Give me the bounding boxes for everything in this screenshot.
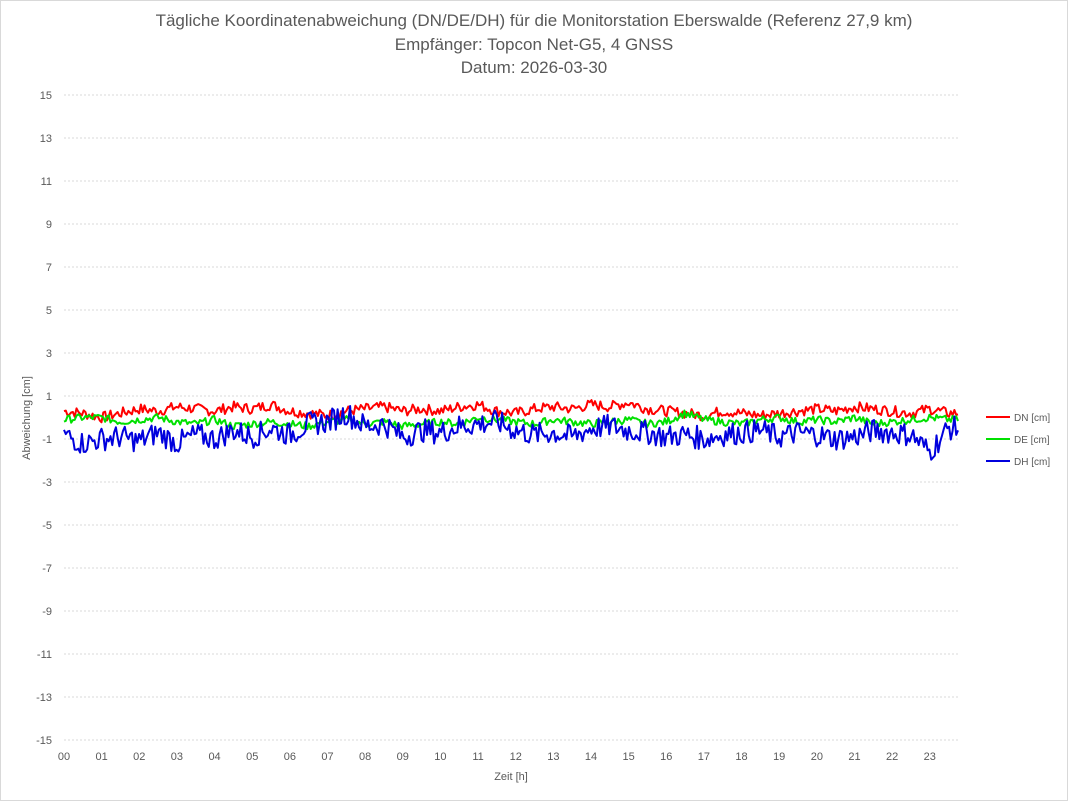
y-tick-label: 11 bbox=[41, 176, 52, 188]
y-tick-label: 15 bbox=[40, 90, 52, 102]
legend-label: DN [cm] bbox=[1014, 413, 1050, 424]
x-tick-label: 13 bbox=[547, 751, 559, 763]
x-tick-label: 18 bbox=[735, 751, 747, 763]
chart-subtitle-date: Datum: 2026-03-30 bbox=[460, 58, 608, 77]
x-tick-label: 16 bbox=[660, 751, 672, 763]
y-axis-ticks: 15 13 11 9 7 5 3 1 -1 -3 -5 -7 -9 -11 -13 -15 bbox=[36, 90, 52, 747]
y-tick-label: -15 bbox=[36, 735, 52, 747]
x-tick-label: 15 bbox=[623, 751, 635, 763]
x-tick-label: 06 bbox=[284, 751, 296, 763]
legend-label: DE [cm] bbox=[1014, 435, 1050, 446]
y-tick-label: -3 bbox=[42, 477, 52, 489]
x-tick-label: 11 bbox=[472, 751, 483, 763]
series-line-dh bbox=[63, 405, 959, 461]
series-line-de bbox=[63, 409, 959, 431]
x-tick-label: 04 bbox=[208, 751, 220, 763]
legend: DN [cm] DE [cm] DH [cm] bbox=[986, 413, 1050, 468]
grid bbox=[64, 94, 958, 741]
x-tick-label: 12 bbox=[510, 751, 522, 763]
x-tick-label: 08 bbox=[359, 751, 371, 763]
x-axis-label: Zeit [h] bbox=[494, 771, 528, 783]
y-tick-label: -13 bbox=[36, 692, 52, 704]
x-tick-label: 09 bbox=[397, 751, 409, 763]
x-axis-ticks: 00 01 02 03 04 05 06 07 08 09 10 11 12 13 14 15 16 17 18 19… bbox=[58, 751, 936, 763]
x-tick-label: 05 bbox=[246, 751, 258, 763]
x-tick-label: 07 bbox=[321, 751, 333, 763]
y-tick-label: -7 bbox=[42, 563, 52, 575]
y-tick-label: -11 bbox=[37, 649, 52, 661]
x-tick-label: 20 bbox=[811, 751, 823, 763]
y-axis-label: Abweichung [cm] bbox=[21, 376, 33, 460]
x-tick-label: 19 bbox=[773, 751, 785, 763]
y-tick-label: -5 bbox=[42, 520, 52, 532]
y-tick-label: 7 bbox=[46, 262, 52, 274]
y-tick-label: 1 bbox=[46, 391, 52, 403]
y-tick-label: 9 bbox=[46, 219, 52, 231]
x-tick-label: 14 bbox=[585, 751, 597, 763]
y-tick-label: 5 bbox=[46, 305, 52, 317]
legend-label: DH [cm] bbox=[1014, 457, 1050, 468]
series-lines bbox=[63, 399, 959, 461]
chart-subtitle-receiver: Empfänger: Topcon Net-G5, 4 GNSS bbox=[394, 35, 674, 54]
x-tick-label: 01 bbox=[96, 751, 108, 763]
x-tick-label: 22 bbox=[886, 751, 898, 763]
x-tick-label: 23 bbox=[924, 751, 936, 763]
x-tick-label: 17 bbox=[698, 751, 710, 763]
x-tick-label: 03 bbox=[171, 751, 183, 763]
y-tick-label: -9 bbox=[42, 606, 52, 618]
series-line-dn bbox=[63, 399, 959, 424]
x-tick-label: 00 bbox=[58, 751, 70, 763]
x-tick-label: 21 bbox=[848, 751, 860, 763]
y-tick-label: 3 bbox=[46, 348, 52, 360]
y-tick-label: -1 bbox=[42, 434, 52, 446]
x-tick-label: 02 bbox=[133, 751, 145, 763]
y-tick-label: 13 bbox=[40, 133, 52, 145]
x-tick-label: 10 bbox=[434, 751, 446, 763]
chart-title: Tägliche Koordinatenabweichung (DN/DE/DH… bbox=[155, 11, 913, 30]
